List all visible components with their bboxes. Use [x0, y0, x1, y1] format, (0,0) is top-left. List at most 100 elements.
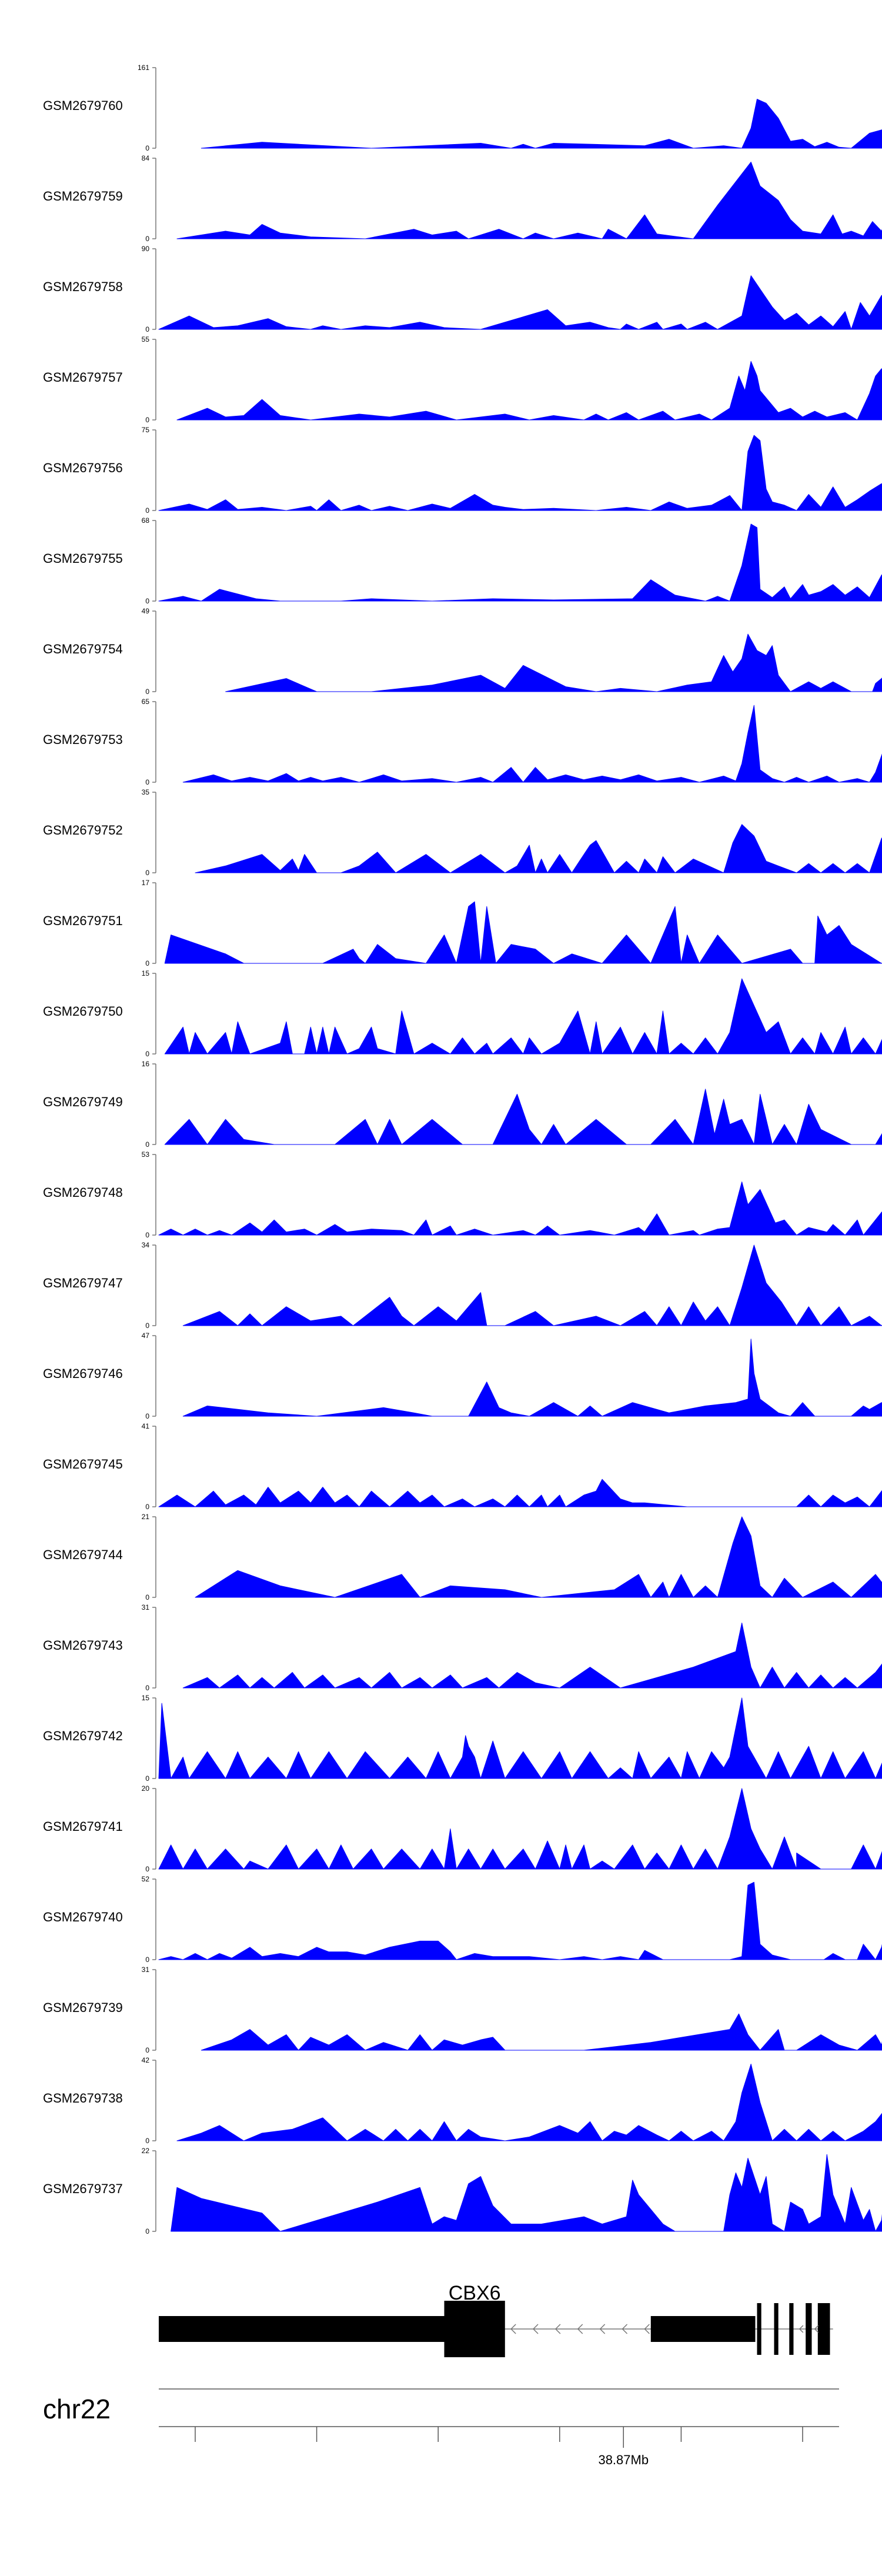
track-GSM2679749: GSM2679749 16 0 [43, 1060, 882, 1149]
track-GSM2679741: GSM2679741 20 0 [43, 1784, 882, 1873]
coverage-area [158, 523, 882, 602]
track-GSM2679746: GSM2679746 47 0 [43, 1332, 882, 1420]
coverage-area [225, 633, 882, 692]
y-min-label: 0 [145, 1865, 149, 1873]
y-max-label: 22 [142, 2147, 150, 2155]
coverage-area [182, 1339, 882, 1417]
y-min-label: 0 [145, 1774, 149, 1783]
track-label: GSM2679740 [43, 1910, 123, 1924]
y-min-label: 0 [145, 1684, 149, 1692]
track-GSM2679737: GSM2679737 22 0 [43, 2147, 882, 2235]
track-label: GSM2679745 [43, 1457, 123, 1471]
y-min-label: 0 [145, 2046, 149, 2054]
strand-arrow [554, 2324, 561, 2334]
strand-arrow [622, 2324, 628, 2334]
y-max-label: 17 [142, 879, 150, 887]
y-max-label: 84 [142, 154, 150, 162]
track-label: GSM2679751 [43, 913, 123, 928]
y-min-label: 0 [145, 1593, 149, 1601]
gene-exon [774, 2303, 779, 2355]
track-GSM2679756: GSM2679756 75 0 [43, 426, 882, 515]
y-min-label: 0 [145, 144, 149, 152]
track-GSM2679760: GSM2679760 161 0 [43, 64, 882, 152]
track-label: GSM2679750 [43, 1004, 123, 1019]
y-max-label: 31 [142, 1603, 150, 1611]
coverage-area [158, 1479, 882, 1507]
track-label: GSM2679742 [43, 1729, 123, 1743]
track-GSM2679753: GSM2679753 65 0 [43, 698, 882, 786]
y-min-label: 0 [145, 597, 149, 605]
coverage-area [195, 824, 882, 873]
y-max-label: 52 [142, 1875, 150, 1883]
strand-arrow [510, 2324, 516, 2334]
track-label: GSM2679760 [43, 98, 123, 113]
track-GSM2679754: GSM2679754 49 0 [43, 607, 882, 696]
coverage-area [182, 1244, 882, 1326]
y-min-label: 0 [145, 1322, 149, 1330]
y-min-label: 0 [145, 2137, 149, 2145]
y-max-label: 20 [142, 1784, 150, 1793]
y-max-label: 55 [142, 335, 150, 343]
coverage-area [176, 162, 882, 239]
track-label: GSM2679757 [43, 370, 123, 385]
coverage-area [158, 1182, 882, 1236]
track-GSM2679743: GSM2679743 31 0 [43, 1603, 882, 1692]
y-min-label: 0 [145, 1050, 149, 1058]
y-min-label: 0 [145, 325, 149, 333]
y-max-label: 47 [142, 1332, 150, 1340]
track-GSM2679740: GSM2679740 52 0 [43, 1875, 882, 1964]
y-max-label: 42 [142, 2056, 150, 2064]
track-GSM2679759: GSM2679759 84 0 [43, 154, 882, 243]
y-min-label: 0 [145, 869, 149, 877]
coverage-area [176, 361, 882, 421]
y-min-label: 0 [145, 778, 149, 786]
y-max-label: 75 [142, 426, 150, 434]
track-GSM2679758: GSM2679758 90 0 [43, 245, 882, 333]
track-GSM2679752: GSM2679752 35 0 [43, 788, 882, 877]
track-label: GSM2679748 [43, 1185, 123, 1200]
track-label: GSM2679752 [43, 823, 123, 837]
strand-arrow [532, 2324, 539, 2334]
track-GSM2679742: GSM2679742 15 0 [43, 1694, 882, 1783]
coverage-area [164, 901, 882, 964]
strand-arrow [799, 2325, 804, 2333]
genome-axis-track: chr22 38.87Mb [43, 2388, 839, 2467]
coverage-area [158, 1881, 882, 1960]
strand-arrow [577, 2324, 583, 2334]
y-min-label: 0 [145, 2227, 149, 2235]
gene-exon [817, 2303, 830, 2355]
y-min-label: 0 [145, 959, 149, 967]
coverage-area [171, 2154, 882, 2232]
strand-arrow [599, 2324, 606, 2334]
track-GSM2679738: GSM2679738 42 0 [43, 2056, 882, 2145]
track-GSM2679744: GSM2679744 21 0 [43, 1513, 882, 1601]
y-min-label: 0 [145, 416, 149, 424]
y-max-label: 65 [142, 698, 150, 706]
track-GSM2679747: GSM2679747 34 0 [43, 1241, 882, 1330]
track-label: GSM2679756 [43, 461, 123, 475]
y-max-label: 35 [142, 788, 150, 796]
track-label: GSM2679737 [43, 2181, 123, 2196]
coverage-area [164, 1089, 882, 1145]
track-GSM2679739: GSM2679739 31 0 [43, 1966, 882, 2054]
track-GSM2679745: GSM2679745 41 0 [43, 1422, 882, 1511]
track-label: GSM2679739 [43, 2000, 123, 2015]
gene-exon [650, 2316, 756, 2342]
y-min-label: 0 [145, 235, 149, 243]
coverage-area [195, 1516, 882, 1598]
gene-exon [757, 2303, 761, 2355]
gene-name-label: CBX6 [449, 2282, 501, 2304]
coverage-area [158, 1788, 882, 1870]
track-label: GSM2679744 [43, 1547, 123, 1562]
coverage-area [182, 705, 882, 783]
track-GSM2679748: GSM2679748 53 0 [43, 1150, 882, 1239]
coverage-area [176, 2064, 882, 2141]
track-GSM2679757: GSM2679757 55 0 [43, 335, 882, 424]
strand-arrow [644, 2324, 650, 2334]
y-max-label: 161 [138, 64, 149, 72]
track-label: GSM2679747 [43, 1276, 123, 1290]
track-label: GSM2679738 [43, 2091, 123, 2105]
y-min-label: 0 [145, 1956, 149, 1964]
chromosome-label: chr22 [43, 2394, 111, 2424]
